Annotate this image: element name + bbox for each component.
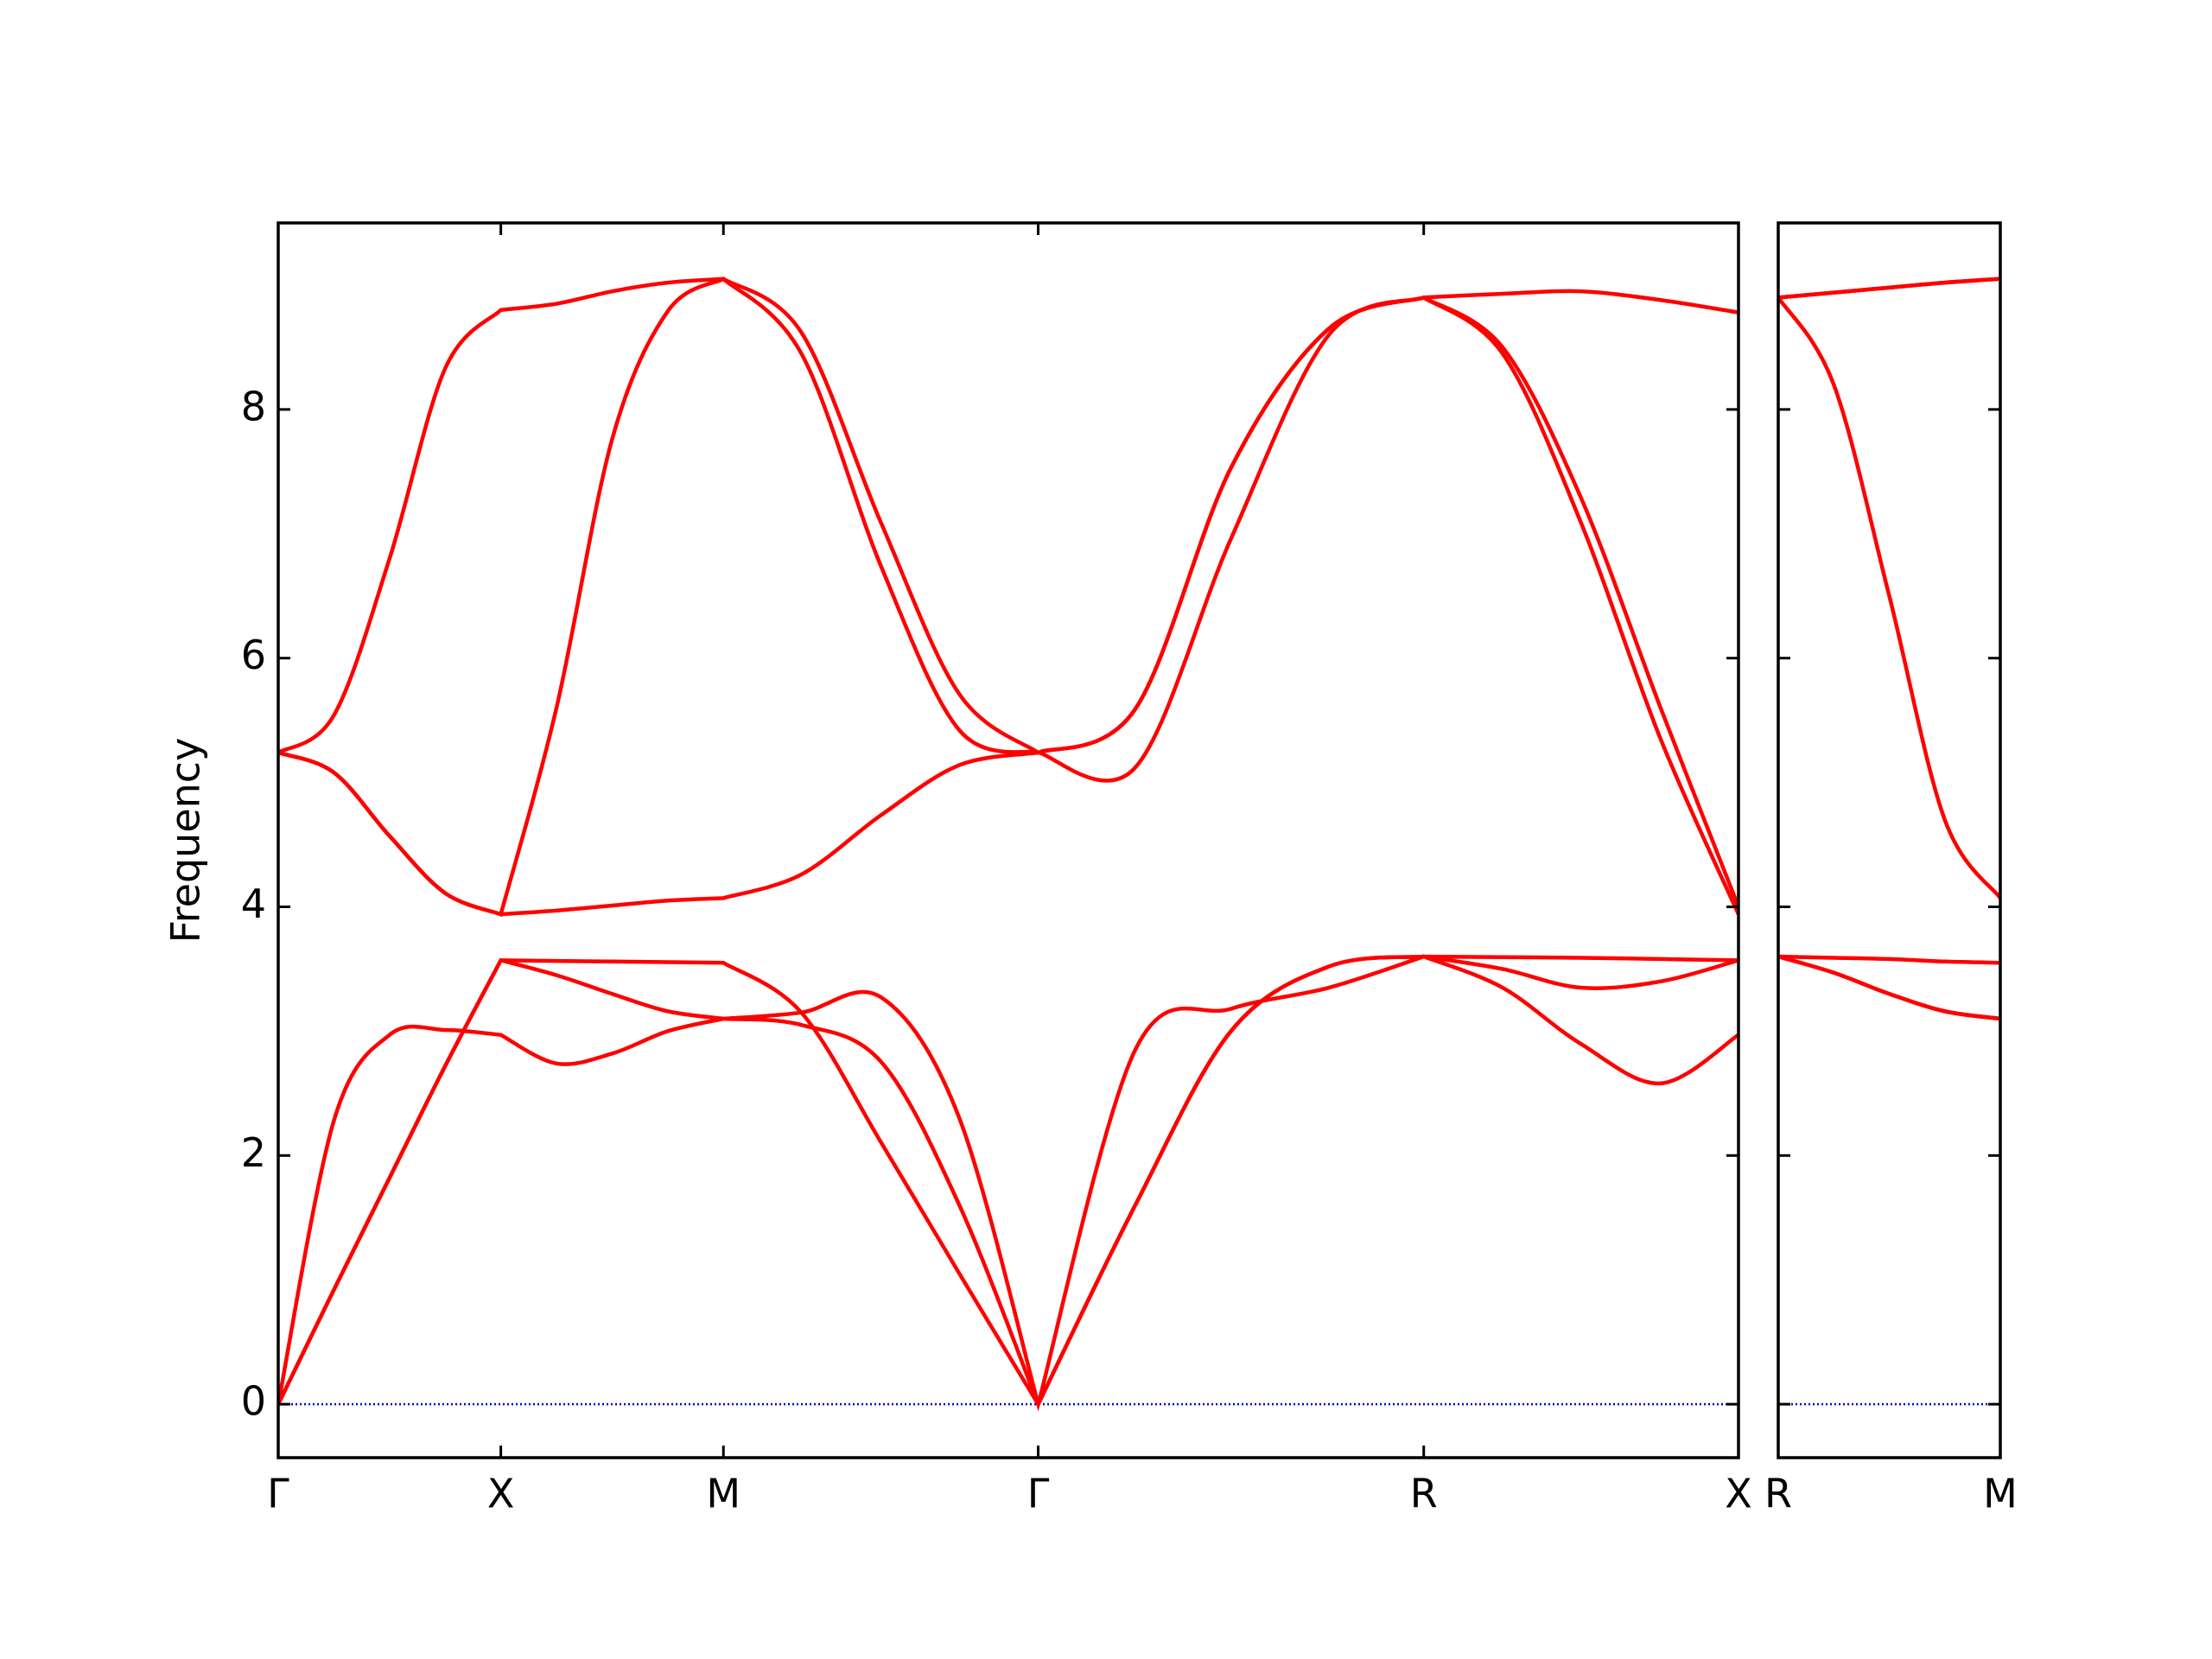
y-tick-label: 0: [241, 1378, 266, 1425]
band-line: [278, 276, 1738, 918]
band-line: [278, 276, 1738, 755]
band-line: [278, 954, 1738, 1412]
plot-frame: [276, 221, 1740, 1459]
x-tick-label: M: [706, 1471, 741, 1517]
band-line: [1778, 954, 2000, 965]
x-tick-label: X: [1725, 1471, 1752, 1517]
y-tick-label: 6: [241, 632, 266, 678]
y-tick-label: 8: [241, 383, 266, 429]
band-line: [1778, 276, 2000, 300]
y-axis-label: Frequency: [162, 738, 209, 944]
x-tick-label: R: [1410, 1471, 1438, 1517]
x-tick-label: Γ: [267, 1471, 289, 1517]
x-tick-label: Γ: [1027, 1471, 1050, 1517]
x-tick-label: R: [1764, 1471, 1792, 1517]
band-line: [1778, 954, 2000, 1021]
band-line: [278, 954, 1738, 1408]
x-tick-label: M: [1983, 1471, 2018, 1517]
plot-frame: [1777, 221, 2002, 1459]
y-tick-label: 4: [241, 880, 266, 927]
y-tick-label: 2: [241, 1129, 266, 1176]
band-line: [1778, 296, 2000, 899]
x-tick-label: X: [487, 1471, 515, 1517]
